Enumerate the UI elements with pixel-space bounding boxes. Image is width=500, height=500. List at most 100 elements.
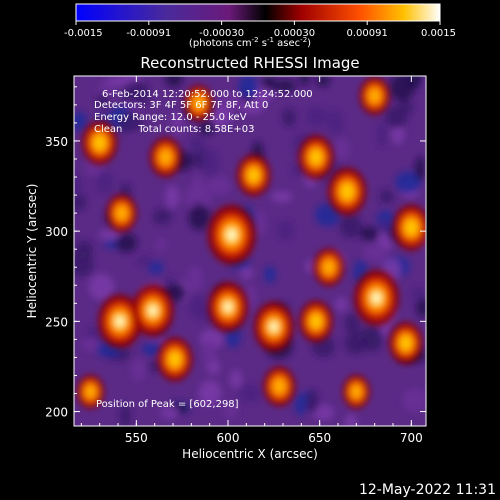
heatmap-source-layer [115, 316, 124, 327]
heatmap-source-17 [359, 76, 390, 115]
heatmap-source-layer [323, 260, 335, 274]
heatmap-source-10 [82, 120, 118, 165]
heatmap-source-8 [298, 135, 334, 180]
heatmap-texture-blob [202, 340, 216, 365]
heatmap-source-layer [369, 89, 380, 103]
heatmap-source-7 [392, 204, 426, 251]
heatmap-texture-blob [89, 273, 115, 301]
heatmap-texture-blob [165, 185, 180, 209]
heatmap-texture-blob [379, 189, 394, 204]
x-tick-label: 700 [400, 431, 423, 445]
heatmap-source-layer [193, 96, 204, 110]
heatmap-source-layer [273, 379, 285, 394]
heatmap-source-layer [270, 322, 278, 332]
heatmap-texture-blob [130, 358, 147, 382]
heatmap-source-6 [327, 167, 367, 216]
heatmap-source-layer [399, 335, 412, 351]
y-axis: 200 250 300 350 [45, 86, 426, 420]
heatmap-source-layer [149, 305, 157, 316]
heatmap-texture-blob [122, 79, 150, 108]
colorbar: -0.0015 -0.00091 -0.00030 0.00030 0.00091 0.0… [64, 3, 456, 49]
heatmap-source-11 [236, 154, 271, 197]
heatmap-source-18 [184, 85, 214, 122]
colorbar-tick-label: 0.00091 [347, 28, 388, 39]
heatmap-texture-blob [405, 76, 423, 89]
heatmap-plot-area [74, 76, 426, 426]
heatmap-source-layer [404, 219, 418, 236]
annotation-clean: Clean Total counts: 8.58E+03 [94, 124, 254, 135]
colorbar-units: (photons cm-2 s-1 asec-2) [189, 36, 311, 49]
heatmap-source-layer [85, 385, 96, 398]
x-axis: 550 600 650 700 [80, 76, 423, 445]
heatmap-texture-blob [164, 76, 183, 88]
x-tick-label: 600 [217, 431, 240, 445]
colorbar-tick-label: 0.00030 [274, 28, 315, 39]
heatmap-texture-blob [230, 369, 243, 389]
heatmap-texture-blob [411, 286, 426, 302]
annotation-time-range: 6-Feb-2014 12:20:52.000 to 12:24:52.000 [102, 89, 313, 100]
heatmap-texture-blob [187, 266, 204, 292]
heatmap-texture-blob [299, 76, 310, 86]
heatmap-source-4 [253, 301, 294, 352]
heatmap-texture-blob [155, 238, 167, 252]
heatmap-texture-blob [253, 210, 266, 237]
colorbar-ticks: -0.0015 -0.00091 -0.00030 0.00030 0.00091 0.0… [64, 21, 456, 39]
heatmap-texture-blob [198, 120, 216, 136]
heatmap-texture-blob [271, 190, 293, 203]
heatmap-sources [76, 76, 426, 409]
heatmap-texture-blob [363, 244, 388, 262]
heatmap-texture-blob [206, 176, 232, 195]
heatmap-source-13 [299, 300, 333, 343]
heatmap-texture-blob [391, 125, 405, 145]
colorbar-tick-label: 0.0015 [421, 28, 456, 39]
heatmap-source-layer [227, 229, 236, 241]
heatmap-texture-blob [360, 226, 379, 242]
heatmap-source-20 [76, 374, 105, 409]
y-tick-label: 200 [45, 406, 68, 420]
heatmap-source-layer [160, 150, 172, 165]
heatmap-texture-blob [343, 331, 369, 355]
colorbar-gradient [75, 3, 441, 22]
annotation-detectors: Detectors: 3F 4F 5F 6F 7F 8F, Att 0 [94, 100, 268, 111]
heatmap-texture-blob [384, 105, 408, 129]
heatmap-texture-blob [274, 79, 296, 92]
heatmap-texture-blob [223, 401, 238, 420]
heatmap-source-1 [354, 269, 399, 326]
heatmap-texture-blob [166, 283, 186, 303]
heatmap-texture-blob [115, 233, 138, 253]
y-tick-label: 300 [45, 225, 68, 239]
heatmap-source-layer [340, 183, 354, 200]
heatmap-source-layer [224, 302, 232, 312]
heatmap-texture-blob [377, 220, 389, 233]
heatmap-texture-blob [80, 337, 100, 352]
heatmap-texture-blob [188, 204, 211, 231]
heatmap-texture-blob [276, 219, 294, 240]
heatmap-texture-blob [188, 294, 210, 319]
peak-position-label: Position of Peak = [602,298] [96, 399, 239, 410]
heatmap-texture-blob [160, 405, 179, 419]
heatmap-texture-blob [74, 111, 88, 132]
heatmap-source-2 [98, 294, 142, 349]
heatmap-texture-blob [414, 156, 426, 181]
heatmap-texture-blob [184, 185, 212, 210]
heatmap-texture-blob [202, 150, 219, 177]
heatmap-source-layer [309, 149, 323, 165]
heatmap-texture-blob [334, 297, 348, 312]
heatmap-source-0 [207, 204, 256, 265]
heatmap-source-15 [263, 366, 296, 407]
heatmap-source-layer [247, 167, 260, 183]
heatmap-texture-blob [395, 171, 422, 194]
heatmap-texture-blob [152, 208, 172, 225]
heatmap-texture-blob [305, 389, 319, 414]
heatmap-source-3 [132, 284, 174, 337]
heatmap-source-layer [168, 351, 181, 367]
heatmap-texture-blob [170, 122, 184, 139]
heatmap-texture-blob [147, 261, 164, 274]
x-axis-label: Heliocentric X (arcsec) [182, 447, 318, 461]
heatmap-texture-blob [136, 255, 153, 266]
timestamp: 12-May-2022 11:31 [359, 482, 496, 498]
annotation-energy: Energy Range: 12.0 - 25.0 keV [94, 112, 247, 123]
colorbar-tick-label: -0.00091 [126, 28, 171, 39]
heatmap-source-layer [116, 206, 127, 220]
